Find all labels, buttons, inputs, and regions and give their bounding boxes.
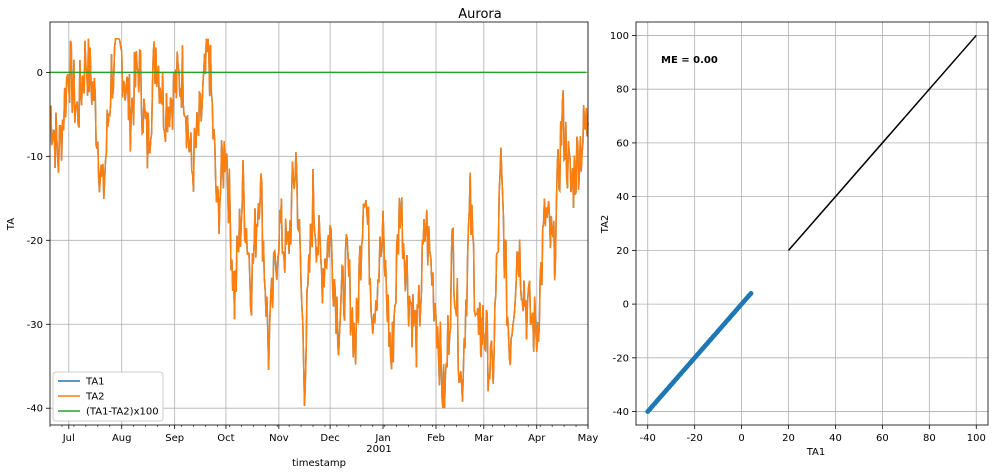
scatter-y-tick-label: 100 bbox=[610, 31, 629, 42]
scatter-y-tick-label: 40 bbox=[616, 192, 629, 203]
timeseries-x-tick-label: Oct bbox=[217, 433, 234, 444]
scatter-panel: -40 -20 0 20 40 60 80 100 100 80 60 40 20 0 -20 -40 ME … bbox=[600, 21, 989, 458]
timeseries-series bbox=[49, 38, 589, 409]
timeseries-x-tick-label: Dec bbox=[320, 433, 339, 444]
scatter-y-tick-label: 80 bbox=[616, 85, 629, 96]
scatter-y-axis-label: TA2 bbox=[600, 215, 611, 235]
timeseries-y-tick-label: -20 bbox=[27, 236, 43, 247]
series-line-ta2 bbox=[49, 38, 589, 409]
scatter-y-tick-label: 20 bbox=[616, 246, 629, 257]
scatter-x-tick-label: -20 bbox=[686, 433, 702, 444]
timeseries-x-tick-label: Nov bbox=[269, 433, 289, 444]
timeseries-frame bbox=[49, 21, 589, 426]
scatter-y-tick-label: -20 bbox=[613, 353, 629, 364]
timeseries-x-tick-label: May bbox=[578, 433, 599, 444]
scatter-point bbox=[748, 291, 754, 296]
timeseries-x-tick-label: Jan bbox=[374, 433, 390, 444]
scatter-ticks: -40 -20 0 20 40 60 80 100 100 80 60 40 20 0 -20 -40 bbox=[610, 31, 986, 444]
scatter-x-tick-label: 100 bbox=[967, 433, 986, 444]
scatter-y-tick-label: 0 bbox=[623, 300, 629, 311]
timeseries-y-tick-label: -30 bbox=[27, 320, 43, 331]
scatter-frame bbox=[635, 21, 989, 426]
timeseries-x-tick-label: Feb bbox=[427, 433, 445, 444]
scatter-x-tick-label: 20 bbox=[782, 433, 795, 444]
legend-label-diff: (TA1-TA2)x100 bbox=[86, 407, 159, 418]
timeseries-y-tick-label: -10 bbox=[27, 152, 43, 163]
scatter-reference-line bbox=[787, 34, 977, 251]
timeseries-ticks: 0 -10 -20 -30 -40 Jul Aug Sep Oct Nov Dec Jan Feb Mar… bbox=[27, 68, 599, 444]
scatter-x-tick-label: 80 bbox=[923, 433, 936, 444]
timeseries-x-axis-label: timestamp bbox=[292, 458, 346, 469]
timeseries-x-tick-label: Apr bbox=[528, 433, 546, 444]
timeseries-y-tick-label: -40 bbox=[27, 404, 43, 415]
scatter-y-tick-label: 60 bbox=[616, 138, 629, 149]
scatter-x-axis-label: TA1 bbox=[806, 447, 826, 458]
chart-title: Aurora bbox=[458, 7, 501, 22]
timeseries-y-axis-label: TA bbox=[6, 218, 17, 231]
legend-label-ta2: TA2 bbox=[85, 392, 105, 403]
timeseries-y-tick-label: 0 bbox=[37, 68, 43, 79]
timeseries-x-tick-label: Sep bbox=[165, 433, 184, 444]
scatter-x-tick-label: 60 bbox=[876, 433, 889, 444]
scatter-x-tick-label: 40 bbox=[829, 433, 842, 444]
legend-box bbox=[52, 371, 164, 422]
scatter-series bbox=[645, 34, 977, 414]
scatter-x-tick-label: -40 bbox=[640, 433, 656, 444]
legend: TA1 TA2 (TA1-TA2)x100 bbox=[52, 371, 164, 422]
scatter-y-tick-label: -40 bbox=[613, 407, 629, 418]
timeseries-year-label: 2001 bbox=[366, 444, 391, 455]
timeseries-x-tick-label: Jul bbox=[62, 433, 75, 444]
scatter-me-annotation: ME = 0.00 bbox=[661, 55, 718, 66]
timeseries-x-tick-label: Aug bbox=[112, 433, 132, 444]
timeseries-panel: 0 -10 -20 -30 -40 Jul Aug Sep Oct Nov Dec Jan Feb Mar… bbox=[6, 21, 599, 469]
timeseries-x-tick-label: Mar bbox=[474, 433, 494, 444]
legend-label-ta1: TA1 bbox=[85, 377, 105, 388]
scatter-x-tick-label: 0 bbox=[738, 433, 744, 444]
